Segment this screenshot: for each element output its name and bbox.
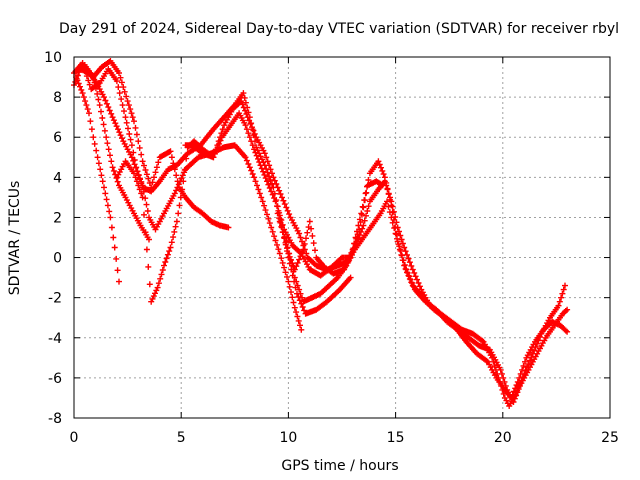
y-axis-label: SDTVAR / TECUs xyxy=(7,181,23,296)
x-tick-label: 5 xyxy=(177,430,186,446)
x-tick-label: 20 xyxy=(494,430,512,446)
series-track-4 xyxy=(73,74,122,285)
y-tick-label: -4 xyxy=(48,331,62,347)
series-track-5 xyxy=(81,64,152,243)
y-tick-label: 0 xyxy=(53,251,62,267)
y-tick-label: 10 xyxy=(44,50,62,66)
axis-ticks: 0 5 10 15 20 25 -8 -6 -4 -2 0 2 4 6 8 10 xyxy=(44,50,619,446)
y-tick-label: 6 xyxy=(53,130,62,146)
x-tick-label: 15 xyxy=(387,430,405,446)
x-tick-label: 0 xyxy=(70,430,79,446)
y-tick-label: 2 xyxy=(53,210,62,226)
chart-title: Day 291 of 2024, Sidereal Day-to-day VTE… xyxy=(59,21,619,37)
series-track-9 xyxy=(182,110,386,279)
data-markers xyxy=(71,58,571,409)
plot-frame xyxy=(73,56,611,419)
y-tick-label: 4 xyxy=(53,170,62,186)
x-tick-label: 25 xyxy=(601,430,619,446)
series-markers xyxy=(73,74,122,285)
y-tick-label: -8 xyxy=(48,411,62,427)
y-tick-label: 8 xyxy=(53,90,62,106)
y-tick-label: -2 xyxy=(48,291,62,307)
series-markers xyxy=(182,110,386,279)
series-markers xyxy=(81,64,152,243)
y-tick-label: -6 xyxy=(48,371,62,387)
x-axis-label: GPS time / hours xyxy=(281,458,398,474)
x-tick-label: 10 xyxy=(279,430,297,446)
